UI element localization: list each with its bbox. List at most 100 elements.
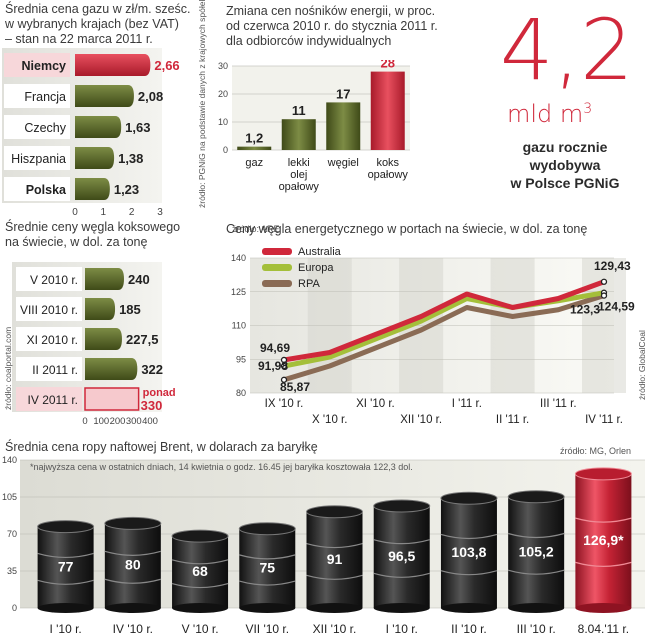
brent-barrel-hoop: [508, 569, 565, 575]
gas-bar: [75, 116, 122, 138]
brent-tick-label: 0: [12, 603, 17, 613]
brent-category-label: II '10 r.: [451, 622, 487, 636]
gas-label-box: [4, 115, 70, 139]
energy-coal-point-label: 129,43: [594, 259, 631, 273]
gas-value-label: 1,63: [125, 120, 150, 135]
coking-value-label: 227,5: [126, 332, 159, 347]
energy-coal-tick-label: 80: [236, 388, 246, 398]
energy-coal-line-rpa: [281, 293, 607, 383]
energy-coal-chart: 80 95 110 125 140 Australia Europa RPA 94,69 91,9…: [231, 246, 635, 426]
brent-barrel-hoop: [440, 570, 498, 576]
brent-barrel-hoop: [239, 554, 296, 560]
energy-coal-category-label: X '10 r.: [312, 414, 347, 426]
coking-source: źródło: coalportal.com: [3, 326, 13, 410]
brent-barrel: [508, 496, 565, 608]
brent-barrel-hoop: [104, 578, 161, 584]
gas-bar: [75, 54, 151, 76]
coking-value-label: 330: [141, 398, 163, 413]
coking-chart: V 2010 r. 240 VIII 2010 r. 185 XI 2010 r. 227…: [12, 262, 176, 427]
brent-barrel-hoop: [440, 533, 498, 540]
energy-coal-point: [280, 356, 288, 364]
brent-barrel-top: [574, 467, 632, 481]
coking-category-label: V 2010 r.: [30, 273, 78, 287]
energy-bar: [237, 146, 272, 150]
brent-barrel: [172, 536, 229, 608]
energy-coal-point-label: 85,87: [280, 380, 310, 394]
gas-value-label: 1,23: [114, 182, 139, 197]
energy-coal-legend-swatch: [262, 280, 292, 287]
gas-bar: [75, 85, 134, 107]
coking-label-box: [16, 297, 82, 321]
gas-category-label: Hiszpania: [11, 152, 66, 166]
coking-tick-label: 200: [110, 416, 126, 427]
gas-value-label: 1,38: [118, 151, 143, 166]
energy-value-label: 1,2: [245, 131, 263, 146]
coking-note-label: ponad: [143, 387, 176, 399]
energy-bar: [370, 71, 405, 150]
coking-category-label: IV 2011 r.: [28, 393, 78, 407]
brent-barrel-top: [373, 499, 431, 513]
coking-label-box: [16, 357, 82, 381]
coking-label-box: [16, 327, 82, 351]
brent-value-label: 91: [327, 551, 343, 567]
gas-label-box: [4, 146, 70, 170]
coking-tick-label: 400: [142, 416, 158, 427]
brent-barrel-hoop: [306, 542, 363, 549]
brent-barrel-hoop: [171, 582, 229, 589]
energy-tick-label: 20: [218, 89, 228, 99]
gas-label-box: [4, 84, 70, 108]
energy-tick-label: 0: [223, 145, 228, 155]
energy-coal-category-label: XII '10 r.: [400, 414, 442, 426]
brent-barrel-base: [373, 603, 430, 613]
brent-category-label: I '10 r.: [49, 622, 81, 636]
energy-category-label: koks opałowy: [368, 157, 409, 181]
brent-barrel-hoop: [171, 559, 229, 565]
energy-source: źródło: ARE: [232, 224, 280, 234]
energy-coal-legend-label: RPA: [298, 278, 320, 290]
energy-coal-tick-label: 140: [231, 253, 246, 263]
brent-barrel-hoop: [104, 550, 161, 556]
brent-value-label: 80: [125, 557, 141, 573]
energy-chart-title: Zmiana cen nośników energii, w proc. od …: [226, 4, 438, 48]
brent-barrel: [440, 498, 497, 608]
brent-tick-label: 70: [7, 529, 17, 539]
brent-barrel-base: [104, 603, 161, 613]
energy-coal-category-label: IX '10 r.: [265, 398, 304, 410]
brent-barrel-hoop: [373, 572, 430, 578]
brent-barrel-top: [507, 490, 565, 504]
energy-coal-legend-label: Australia: [298, 246, 342, 258]
energy-tick-label: 30: [218, 61, 228, 71]
brent-category-label: III '10 r.: [517, 622, 556, 636]
gas-category-label: Czechy: [24, 121, 66, 135]
energy-coal-tick-label: 125: [231, 287, 246, 297]
coking-tick-label: 0: [82, 416, 87, 427]
energy-coal-point: [280, 376, 288, 383]
coking-label-box: [16, 267, 82, 291]
brent-category-label: XII '10 r.: [313, 622, 357, 636]
energy-category-label: węgiel: [327, 157, 359, 169]
brent-barrel-hoop: [239, 580, 296, 586]
brent-barrel: [37, 526, 94, 608]
energy-coal-category-label: III '11 r.: [540, 398, 577, 410]
brent-barrel-base: [306, 603, 363, 613]
energy-coal-legend-swatch: [262, 264, 292, 271]
brent-barrel: [575, 473, 632, 608]
gas-label-box: [4, 53, 70, 77]
brent-tick-label: 105: [2, 492, 17, 502]
gas-tick-label: 3: [157, 207, 163, 218]
energy-tick-label: 10: [218, 117, 228, 127]
brent-value-label: 77: [58, 558, 74, 574]
coking-bar: [85, 268, 124, 290]
energy-coal-category-label: II '11 r.: [496, 414, 529, 426]
energy-coal-point: [280, 362, 288, 370]
energy-coal-point-label: 124,59: [598, 300, 635, 314]
energy-chart: 0 10 20 30 1,2 gaz 11 lekki olej opałowy 17 węgiel 2…: [218, 60, 410, 193]
gas-bar: [75, 147, 115, 169]
brent-barrel: [373, 505, 430, 608]
gas-chart: Niemcy 2,66 Francja 2,08 Czechy 1,63 Hiszpania…: [2, 48, 180, 218]
gas-source: źródło: PGNiG na podstawie danych z kraj…: [197, 0, 207, 208]
brent-value-label: 75: [259, 559, 275, 575]
coking-bar: [85, 358, 138, 380]
brent-barrel-base: [508, 603, 565, 613]
brent-barrel-base: [37, 603, 94, 613]
